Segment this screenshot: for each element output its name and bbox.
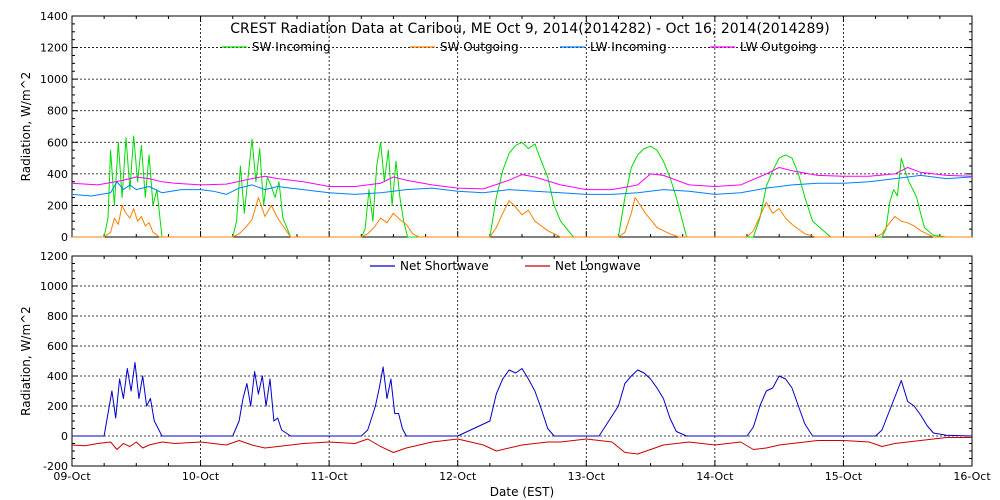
y-tick-label: 800 <box>47 310 68 323</box>
series-net-shortwave-line <box>72 362 973 437</box>
series-lw-outgoing-line <box>71 167 973 191</box>
plot-frame <box>71 255 973 467</box>
x-tick-label: 09-Oct <box>53 470 91 483</box>
y-tick-label: 1000 <box>40 280 68 293</box>
y-tick-label: 1200 <box>40 42 68 55</box>
y-tick-label: 1000 <box>40 73 68 86</box>
y-tick-label: 0 <box>61 231 68 244</box>
y-tick-label: 1200 <box>40 250 68 263</box>
x-tick-label: 10-Oct <box>182 470 220 483</box>
legend-label: SW Outgoing <box>440 40 519 54</box>
y-axis-label: Radiation, W/m^2 <box>19 306 33 416</box>
series-net-longwave-line <box>71 437 972 455</box>
y-tick-label: -200 <box>43 460 68 473</box>
series-lw-incoming-line <box>71 174 973 197</box>
y-tick-label: 0 <box>61 430 68 443</box>
y-tick-label: 600 <box>47 340 68 353</box>
series-sw-outgoing-line <box>72 197 972 238</box>
y-tick-label: 800 <box>47 105 68 118</box>
legend-label: Net Longwave <box>555 259 641 273</box>
legend-label: LW Outgoing <box>740 40 817 54</box>
legend-label: Net Shortwave <box>400 259 489 273</box>
x-tick-label: 12-Oct <box>439 470 477 483</box>
x-tick-label: 14-Oct <box>696 470 734 483</box>
series-sw-incoming-line <box>72 135 972 238</box>
x-tick-label: 13-Oct <box>568 470 606 483</box>
y-tick-label: 1400 <box>40 10 68 23</box>
legend-label: SW Incoming <box>252 40 331 54</box>
x-axis-label: Date (EST) <box>490 485 554 499</box>
y-tick-label: 200 <box>47 400 68 413</box>
legend-label: LW Incoming <box>590 40 667 54</box>
y-tick-label: 200 <box>47 199 68 212</box>
y-tick-label: 400 <box>47 168 68 181</box>
x-tick-label: 11-Oct <box>310 470 348 483</box>
panel-1 <box>71 15 973 238</box>
x-tick-label: 15-Oct <box>825 470 863 483</box>
x-tick-label: 16-Oct <box>953 470 991 483</box>
panel-2 <box>71 255 973 467</box>
y-tick-label: 400 <box>47 370 68 383</box>
plot-frame <box>71 15 973 238</box>
y-axis-label: Radiation, W/m^2 <box>19 72 33 182</box>
y-tick-label: 600 <box>47 136 68 149</box>
chart-title: CREST Radiation Data at Caribou, ME Oct … <box>230 21 829 37</box>
